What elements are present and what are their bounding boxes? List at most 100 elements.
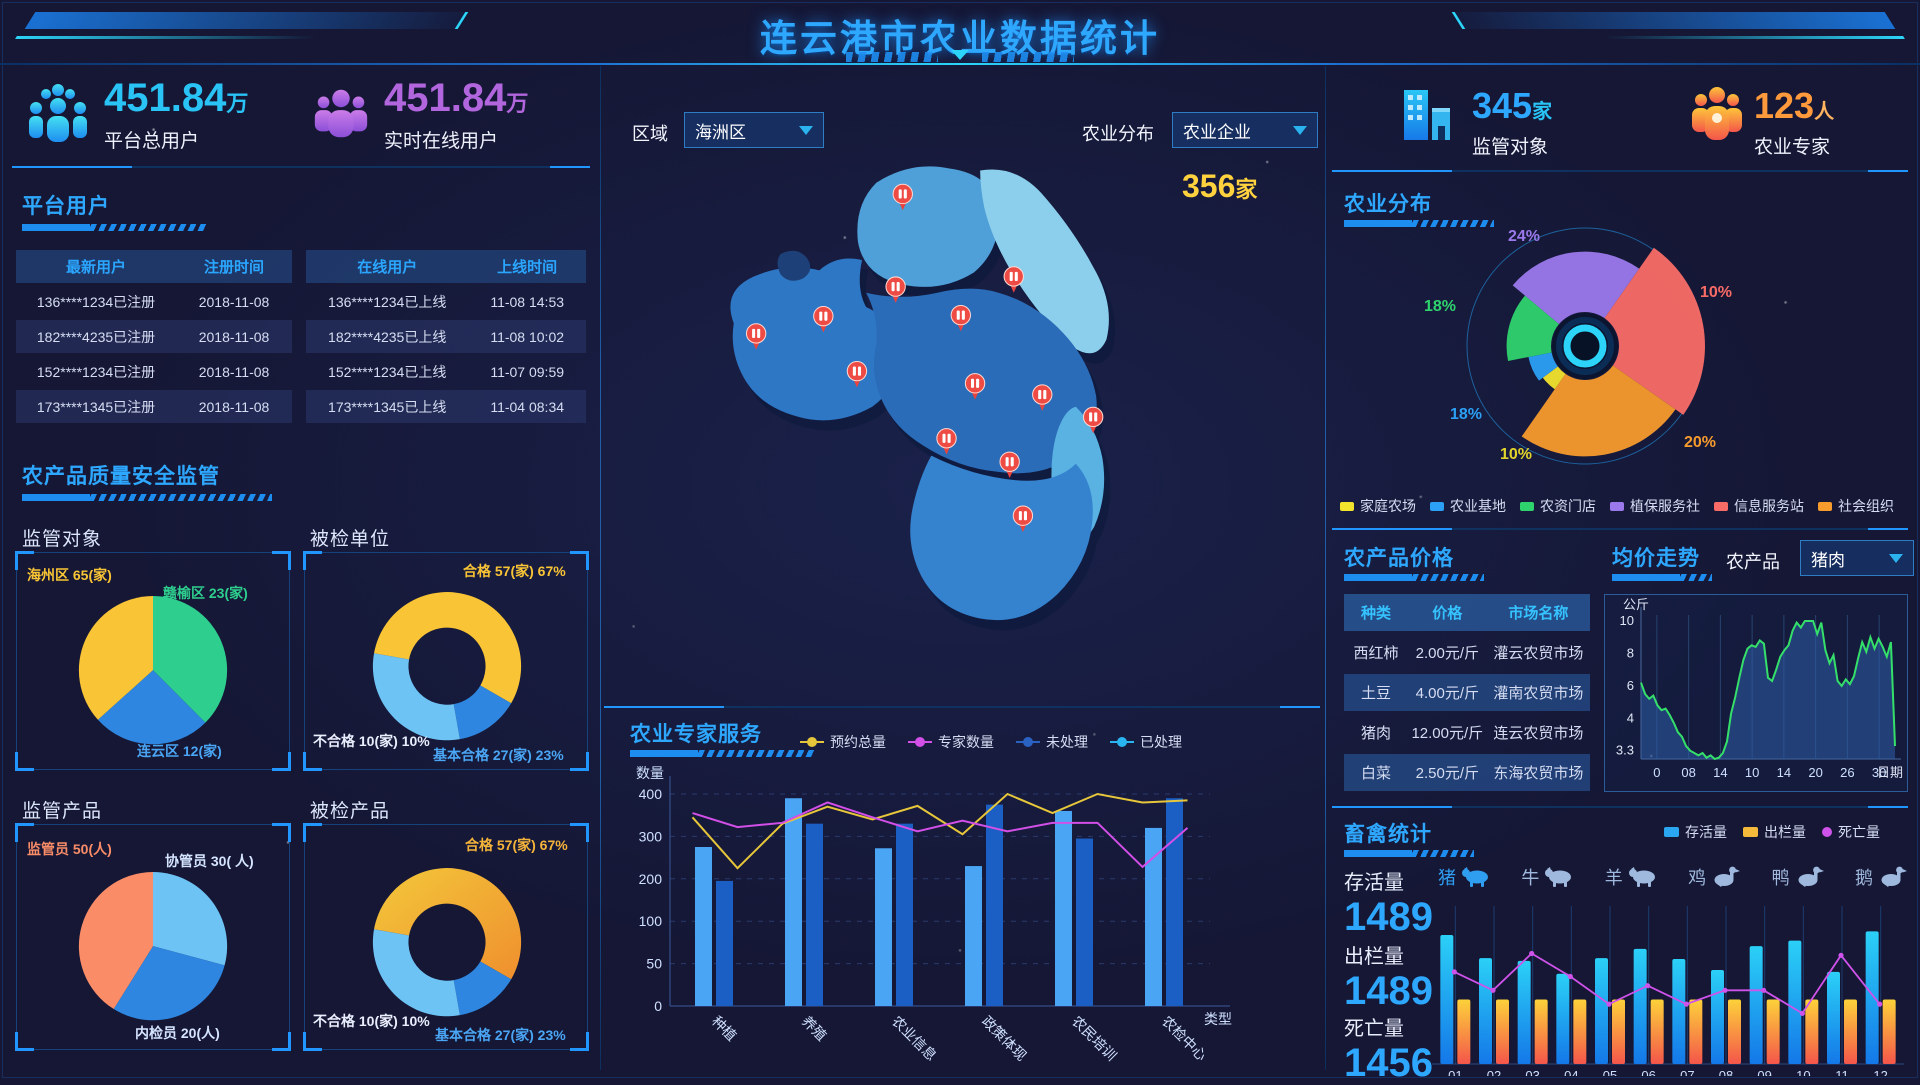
supervision-objects-pie[interactable] bbox=[41, 577, 265, 757]
inspected-units-panel: 合格 57(家) 67% 不合格 10(家) 10% 基本合格 27(家) 23… bbox=[303, 551, 589, 771]
section-deco-livestock bbox=[1344, 850, 1474, 857]
map-pin[interactable] bbox=[936, 428, 957, 455]
table-header-row: 在线用户 上线时间 bbox=[306, 250, 586, 283]
pie-label: 海州区 65(家) bbox=[27, 567, 112, 583]
svg-text:数量: 数量 bbox=[636, 766, 664, 781]
divider-left bbox=[600, 66, 601, 1070]
legend-item-slaughtered[interactable]: 出栏量 bbox=[1743, 822, 1806, 842]
map-landmass bbox=[730, 166, 1109, 621]
svg-text:03: 03 bbox=[1525, 1068, 1539, 1076]
svg-text:50: 50 bbox=[646, 956, 662, 972]
header-deco-line-left bbox=[15, 36, 317, 39]
animal-tab-label: 鸭 bbox=[1771, 868, 1790, 888]
legend-item-dead[interactable]: 死亡量 bbox=[1822, 822, 1880, 842]
animal-tab-label: 鹅 bbox=[1854, 868, 1873, 888]
svg-text:07: 07 bbox=[1680, 1068, 1694, 1076]
livestock-stat-dead: 死亡量 1456 bbox=[1344, 1018, 1433, 1085]
legend-item[interactable]: 家庭农场 bbox=[1340, 496, 1416, 516]
svg-text:26: 26 bbox=[1840, 765, 1854, 780]
legend-item[interactable]: 农业基地 bbox=[1430, 496, 1506, 516]
animal-tab-5[interactable]: 鸭 bbox=[1772, 864, 1825, 890]
pie-label: 监管员 50(人) bbox=[27, 841, 112, 857]
legend-item-experts[interactable]: 专家数量 bbox=[908, 732, 994, 752]
legend-item[interactable]: 农资门店 bbox=[1520, 496, 1596, 516]
animal-silhouette-icon bbox=[1714, 866, 1741, 887]
stat-supervision-objects-label: 监管对象 bbox=[1472, 137, 1549, 158]
pie-label: 内检员 20(人) bbox=[135, 1025, 220, 1041]
legend-item-pending[interactable]: 未处理 bbox=[1016, 732, 1088, 752]
svg-text:公斤: 公斤 bbox=[1623, 597, 1649, 612]
swatch-icon bbox=[1430, 501, 1444, 511]
map-pin[interactable] bbox=[846, 360, 868, 388]
map-pin[interactable] bbox=[1012, 505, 1034, 532]
inspected-products-donut[interactable] bbox=[335, 849, 559, 1029]
map-pin[interactable] bbox=[1003, 266, 1024, 293]
product-select[interactable]: 猪肉 bbox=[1800, 540, 1914, 576]
section-deco-price bbox=[1344, 574, 1484, 581]
region-select-label: 区域 bbox=[632, 124, 668, 144]
supervision-objects-panel: 海州区 65(家) 赣榆区 23(家) 连云区 12(家) bbox=[15, 551, 291, 771]
map-pin[interactable] bbox=[1032, 384, 1053, 411]
map-pin[interactable] bbox=[964, 373, 986, 400]
animal-tab-2[interactable]: 牛 bbox=[1521, 864, 1574, 890]
animal-tab-label: 猪 bbox=[1438, 868, 1456, 888]
svg-text:农民培训: 农民培训 bbox=[1069, 1013, 1120, 1064]
map-pin[interactable] bbox=[885, 276, 906, 303]
table-header-row: 最新用户 注册时间 bbox=[16, 250, 292, 283]
stat-total-users-label: 平台总用户 bbox=[104, 131, 200, 152]
svg-text:14: 14 bbox=[1713, 765, 1727, 780]
line-marker-icon bbox=[1110, 737, 1134, 747]
legend-item-processed[interactable]: 已处理 bbox=[1110, 732, 1182, 752]
legend-item-bookings[interactable]: 预约总量 bbox=[800, 732, 886, 752]
agri-distribution-rose-chart[interactable] bbox=[1332, 222, 1908, 490]
animal-tab-1[interactable]: 猪 bbox=[1438, 864, 1491, 890]
svg-text:类型: 类型 bbox=[1204, 1011, 1232, 1027]
rose-label: 10% bbox=[1500, 446, 1533, 463]
svg-text:0: 0 bbox=[1653, 765, 1660, 780]
header-divider bbox=[0, 63, 1920, 65]
animal-silhouette-icon bbox=[1628, 867, 1655, 887]
stat-total-users-value: 451.84万 bbox=[104, 76, 249, 120]
map-pin[interactable] bbox=[950, 304, 971, 332]
map-pin[interactable] bbox=[999, 451, 1020, 479]
animal-tab-label: 羊 bbox=[1604, 868, 1623, 888]
line-marker-icon bbox=[1016, 737, 1040, 747]
legend-item[interactable]: 信息服务站 bbox=[1714, 496, 1804, 516]
rose-label: 18% bbox=[1450, 406, 1483, 423]
panel-subtitle-supervision-objects: 监管对象 bbox=[22, 529, 103, 550]
animal-tabs: 猪牛羊鸡鸭鹅 bbox=[1438, 864, 1908, 890]
svg-text:10: 10 bbox=[1796, 1068, 1810, 1076]
map-pin[interactable] bbox=[1082, 406, 1104, 434]
legend-item-alive[interactable]: 存活量 bbox=[1664, 822, 1727, 842]
map-pin[interactable] bbox=[813, 305, 834, 333]
header-emblem-right bbox=[982, 52, 1074, 62]
animal-tab-3[interactable]: 羊 bbox=[1605, 864, 1658, 890]
register-table: 最新用户 注册时间 136****1234已注册 2018-11-08 182****4… bbox=[16, 250, 292, 425]
region-select[interactable]: 海洲区 bbox=[684, 112, 824, 148]
table-row: 136****1234已注册 2018-11-08 bbox=[36, 293, 270, 310]
table-row: 土豆 4.00元/斤 灌南农贸市场 bbox=[1344, 674, 1590, 711]
table-header-row: 种类 价格 市场名称 bbox=[1344, 594, 1590, 631]
svg-text:农业信息: 农业信息 bbox=[889, 1013, 940, 1064]
livestock-chart[interactable]: 01 02 03 04 05 06 07 08 09 10 11 12 bbox=[1428, 906, 1908, 1076]
svg-text:3.3: 3.3 bbox=[1616, 743, 1634, 758]
animal-tab-6[interactable]: 鹅 bbox=[1855, 864, 1908, 890]
legend-item[interactable]: 社会组织 bbox=[1818, 496, 1894, 516]
animal-tab-label: 鸡 bbox=[1688, 868, 1707, 888]
map-pin[interactable] bbox=[745, 323, 767, 350]
table-row: 152****1234已注册 2018-11-08 bbox=[36, 363, 270, 380]
price-table: 种类 价格 市场名称 西红柿 2.00元/斤 灌云农贸市场 土豆 4.00元/斤 灌南农贸市场猪… bbox=[1344, 594, 1590, 794]
chevron-down-icon bbox=[799, 125, 813, 135]
distribution-select[interactable]: 农业企业 bbox=[1172, 112, 1318, 148]
supervision-products-pie[interactable] bbox=[41, 853, 265, 1033]
region-map[interactable] bbox=[636, 140, 1308, 700]
stat-total-users: 451.84万 平台总用户 bbox=[104, 78, 248, 153]
inspected-units-donut[interactable] bbox=[335, 573, 559, 753]
legend-item[interactable]: 植保服务社 bbox=[1610, 496, 1700, 516]
stat-experts-value: 123人 bbox=[1754, 85, 1835, 126]
rose-label: 20% bbox=[1684, 434, 1717, 451]
map-pin[interactable] bbox=[892, 183, 913, 211]
animal-tab-4[interactable]: 鸡 bbox=[1688, 864, 1741, 890]
